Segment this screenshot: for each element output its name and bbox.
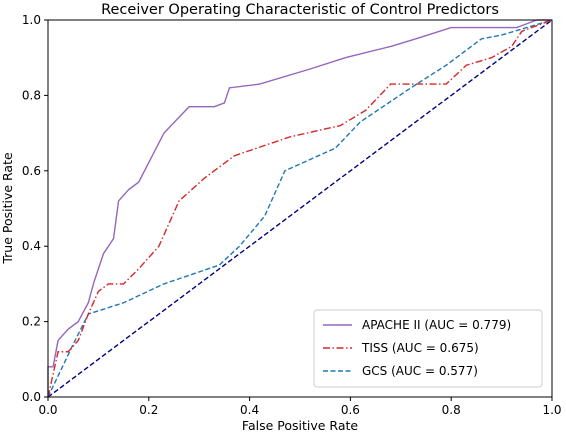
y-tick-label: 1.0	[22, 13, 41, 27]
y-tick-label: 0.4	[22, 239, 41, 253]
y-axis: 0.0 0.2 0.4 0.6 0.8 1.0	[22, 13, 48, 404]
series-line-3	[47, 19, 553, 398]
x-tick-label: 0.0	[38, 403, 57, 417]
legend-label-3: GCS (AUC = 0.577)	[362, 364, 478, 378]
plot-area	[47, 19, 553, 398]
x-tick-label: 1.0	[542, 403, 561, 417]
series-line-2	[47, 19, 553, 398]
x-tick-label: 0.2	[139, 403, 158, 417]
y-tick-label: 0.2	[22, 315, 41, 329]
y-tick-label: 0.8	[22, 88, 41, 102]
plot-frame	[47, 19, 553, 398]
x-axis: 0.0 0.2 0.4 0.6 0.8 1.0	[38, 397, 562, 417]
legend: APACHE II (AUC = 0.779) TISS (AUC = 0.675…	[313, 309, 543, 388]
series-line-1	[47, 19, 552, 397]
y-axis-label: True Positive Rate	[0, 152, 15, 265]
legend-box	[313, 309, 543, 388]
x-tick-label: 0.8	[442, 403, 461, 417]
chart-title: Receiver Operating Characteristic of Con…	[101, 2, 499, 18]
x-tick-label: 0.4	[240, 403, 259, 417]
legend-label-1: APACHE II (AUC = 0.779)	[362, 318, 511, 332]
x-axis-label: False Positive Rate	[242, 418, 358, 433]
x-tick-label: 0.6	[341, 403, 360, 417]
y-tick-label: 0.6	[22, 164, 41, 178]
legend-label-2: TISS (AUC = 0.675)	[361, 341, 479, 355]
y-tick-label: 0.0	[22, 390, 41, 404]
